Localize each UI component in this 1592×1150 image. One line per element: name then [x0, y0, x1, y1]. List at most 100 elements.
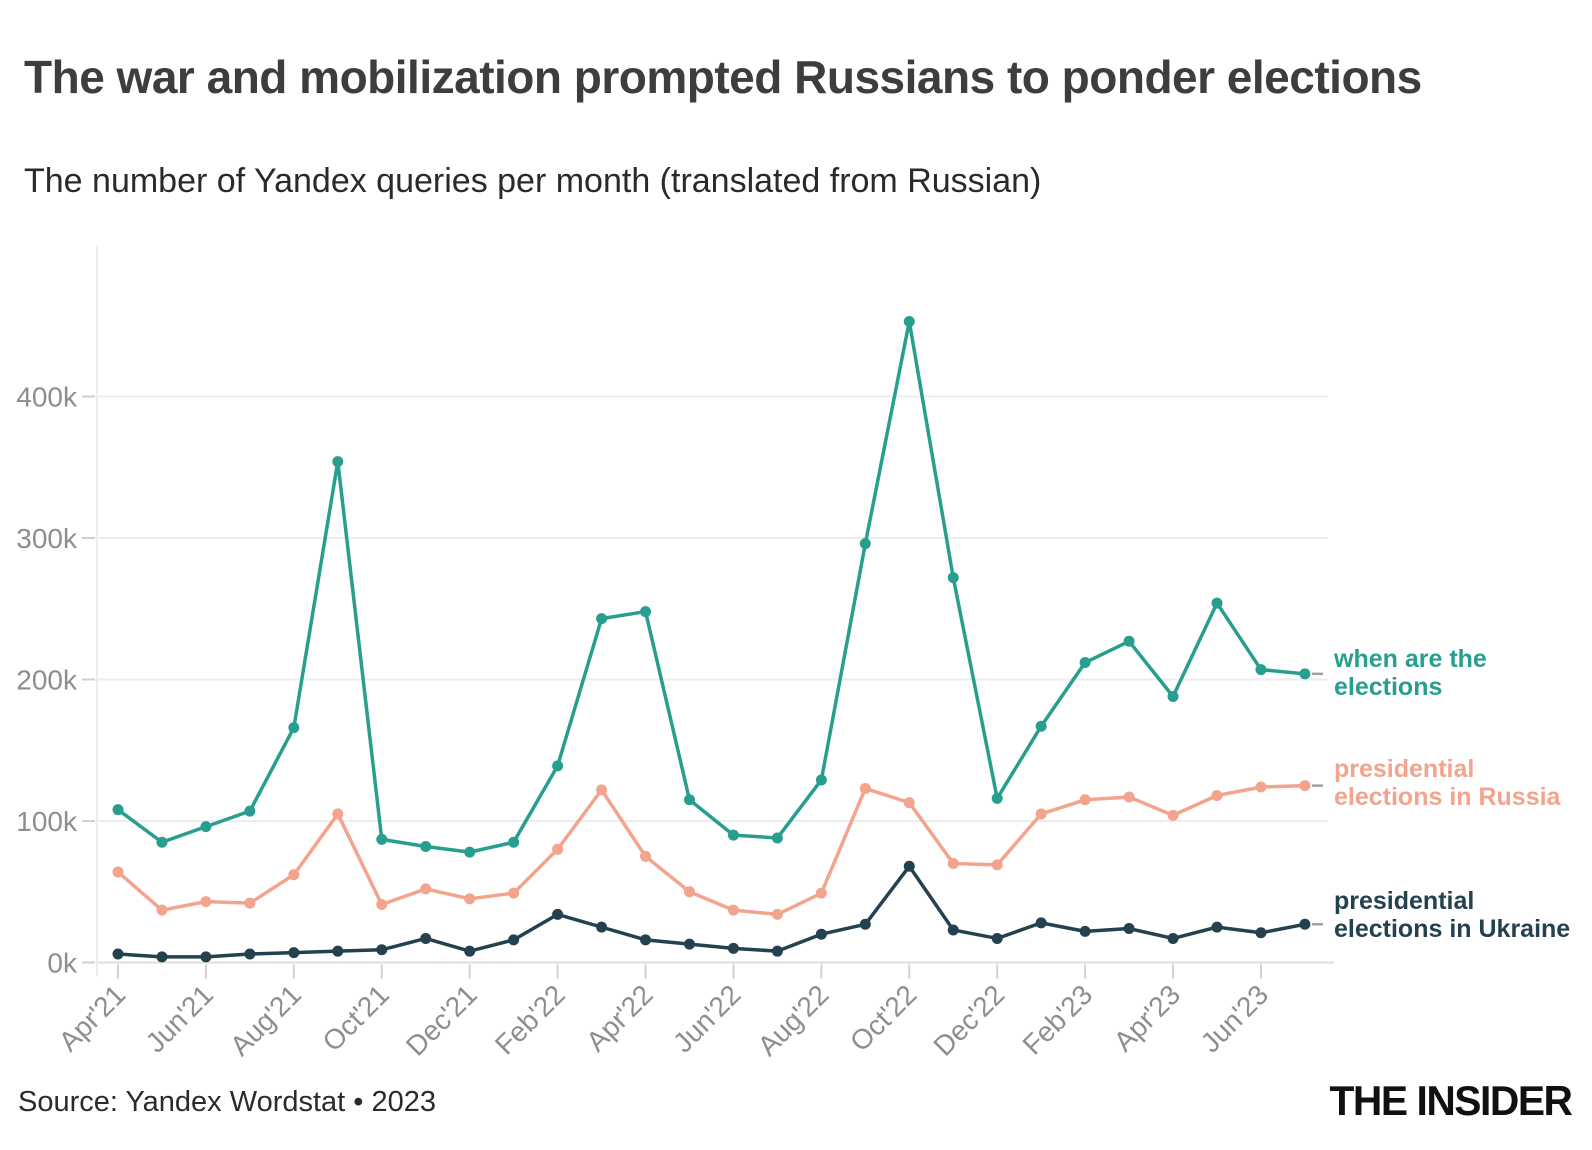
data-point — [464, 893, 476, 905]
x-tick-label: Aug'21 — [224, 979, 307, 1062]
data-point — [1299, 780, 1311, 792]
x-tick-label: Jun'21 — [140, 979, 220, 1059]
data-point — [1035, 720, 1047, 732]
data-point — [640, 850, 652, 862]
y-tick-label: 200k — [16, 665, 78, 696]
data-point — [552, 908, 564, 920]
data-point — [815, 928, 827, 940]
data-point — [991, 859, 1003, 871]
data-point — [332, 456, 344, 468]
series-label-line: elections — [1334, 673, 1443, 701]
source-note: Source: Yandex Wordstat • 2023 — [18, 1086, 437, 1118]
chart-title: The war and mobilization prompted Russia… — [24, 50, 1422, 103]
data-point — [508, 934, 520, 946]
data-point — [1123, 923, 1135, 935]
x-tick-label: Dec'22 — [928, 979, 1011, 1062]
x-tick-label: Oct'21 — [316, 979, 395, 1058]
data-point — [288, 947, 300, 959]
data-point — [200, 821, 212, 833]
data-point — [376, 898, 388, 910]
data-point — [596, 613, 608, 625]
data-point — [683, 794, 695, 806]
data-point — [244, 805, 256, 817]
data-point — [859, 538, 871, 550]
data-point — [859, 918, 871, 930]
data-point — [508, 887, 520, 899]
data-point — [1167, 809, 1179, 821]
data-point — [1123, 791, 1135, 803]
series-label-line: elections in Ukraine — [1334, 915, 1571, 943]
data-point — [727, 942, 739, 954]
data-point — [376, 833, 388, 845]
data-point — [1255, 664, 1267, 676]
data-point — [947, 572, 959, 584]
data-point — [596, 921, 608, 933]
data-point — [552, 760, 564, 772]
data-point — [1299, 668, 1311, 680]
series-label-line: elections in Russia — [1334, 783, 1561, 811]
data-point — [947, 924, 959, 936]
series-label-line: when are the — [1334, 645, 1487, 673]
data-point — [376, 944, 388, 956]
data-point — [288, 869, 300, 881]
data-point — [991, 792, 1003, 804]
data-point — [1079, 794, 1091, 806]
data-point — [771, 908, 783, 920]
data-point — [288, 722, 300, 734]
data-point — [640, 606, 652, 618]
x-tick-label: Aug'22 — [752, 979, 835, 1062]
x-tick-label: Apr'23 — [1108, 979, 1187, 1058]
data-point — [1299, 918, 1311, 930]
data-point — [1167, 932, 1179, 944]
y-tick-label: 400k — [16, 382, 78, 413]
data-point — [112, 948, 124, 960]
y-tick-label: 300k — [16, 523, 78, 554]
data-point — [464, 945, 476, 957]
data-point — [508, 836, 520, 848]
x-tick-label: Jun'23 — [1195, 979, 1275, 1059]
data-point — [1035, 808, 1047, 820]
x-tick-label: Oct'22 — [844, 979, 923, 1058]
data-point — [156, 904, 168, 916]
data-point — [112, 866, 124, 878]
data-point — [947, 857, 959, 869]
data-point — [244, 897, 256, 909]
data-point — [903, 316, 915, 328]
data-point — [815, 887, 827, 899]
series-label-line: presidential — [1334, 755, 1475, 783]
data-point — [332, 945, 344, 957]
data-point — [1079, 657, 1091, 669]
data-point — [420, 883, 432, 895]
data-point — [640, 934, 652, 946]
series-label-line: presidential — [1334, 887, 1475, 915]
series-label-presidential-elections-in-russia: presidential elections in Russia — [1334, 755, 1560, 811]
data-point — [420, 932, 432, 944]
data-point — [991, 932, 1003, 944]
data-point — [244, 948, 256, 960]
data-point — [1079, 925, 1091, 937]
data-point — [156, 836, 168, 848]
data-point — [1211, 790, 1223, 802]
x-tick-label: Feb'22 — [489, 979, 571, 1061]
data-point — [683, 886, 695, 898]
data-point — [200, 951, 212, 963]
data-point — [771, 945, 783, 957]
x-tick-label: Feb'23 — [1017, 979, 1099, 1061]
data-point — [1123, 635, 1135, 647]
data-point — [903, 797, 915, 809]
series-label-when-are-the-elections: when are the elections — [1334, 645, 1487, 701]
y-tick-label: 100k — [16, 806, 78, 837]
x-tick-label: Dec'21 — [400, 979, 483, 1062]
x-tick-label: Jun'22 — [667, 979, 747, 1059]
data-point — [683, 938, 695, 950]
y-tick-label: 0k — [47, 948, 78, 979]
data-point — [1167, 690, 1179, 702]
publisher-logo: THE INSIDER — [1329, 1077, 1573, 1124]
data-point — [1211, 921, 1223, 933]
data-point — [727, 829, 739, 841]
chart-subtitle: The number of Yandex queries per month (… — [24, 162, 1042, 200]
series-label-presidential-elections-in-ukraine: presidential elections in Ukraine — [1334, 887, 1570, 943]
data-point — [1255, 927, 1267, 939]
data-point — [903, 860, 915, 872]
